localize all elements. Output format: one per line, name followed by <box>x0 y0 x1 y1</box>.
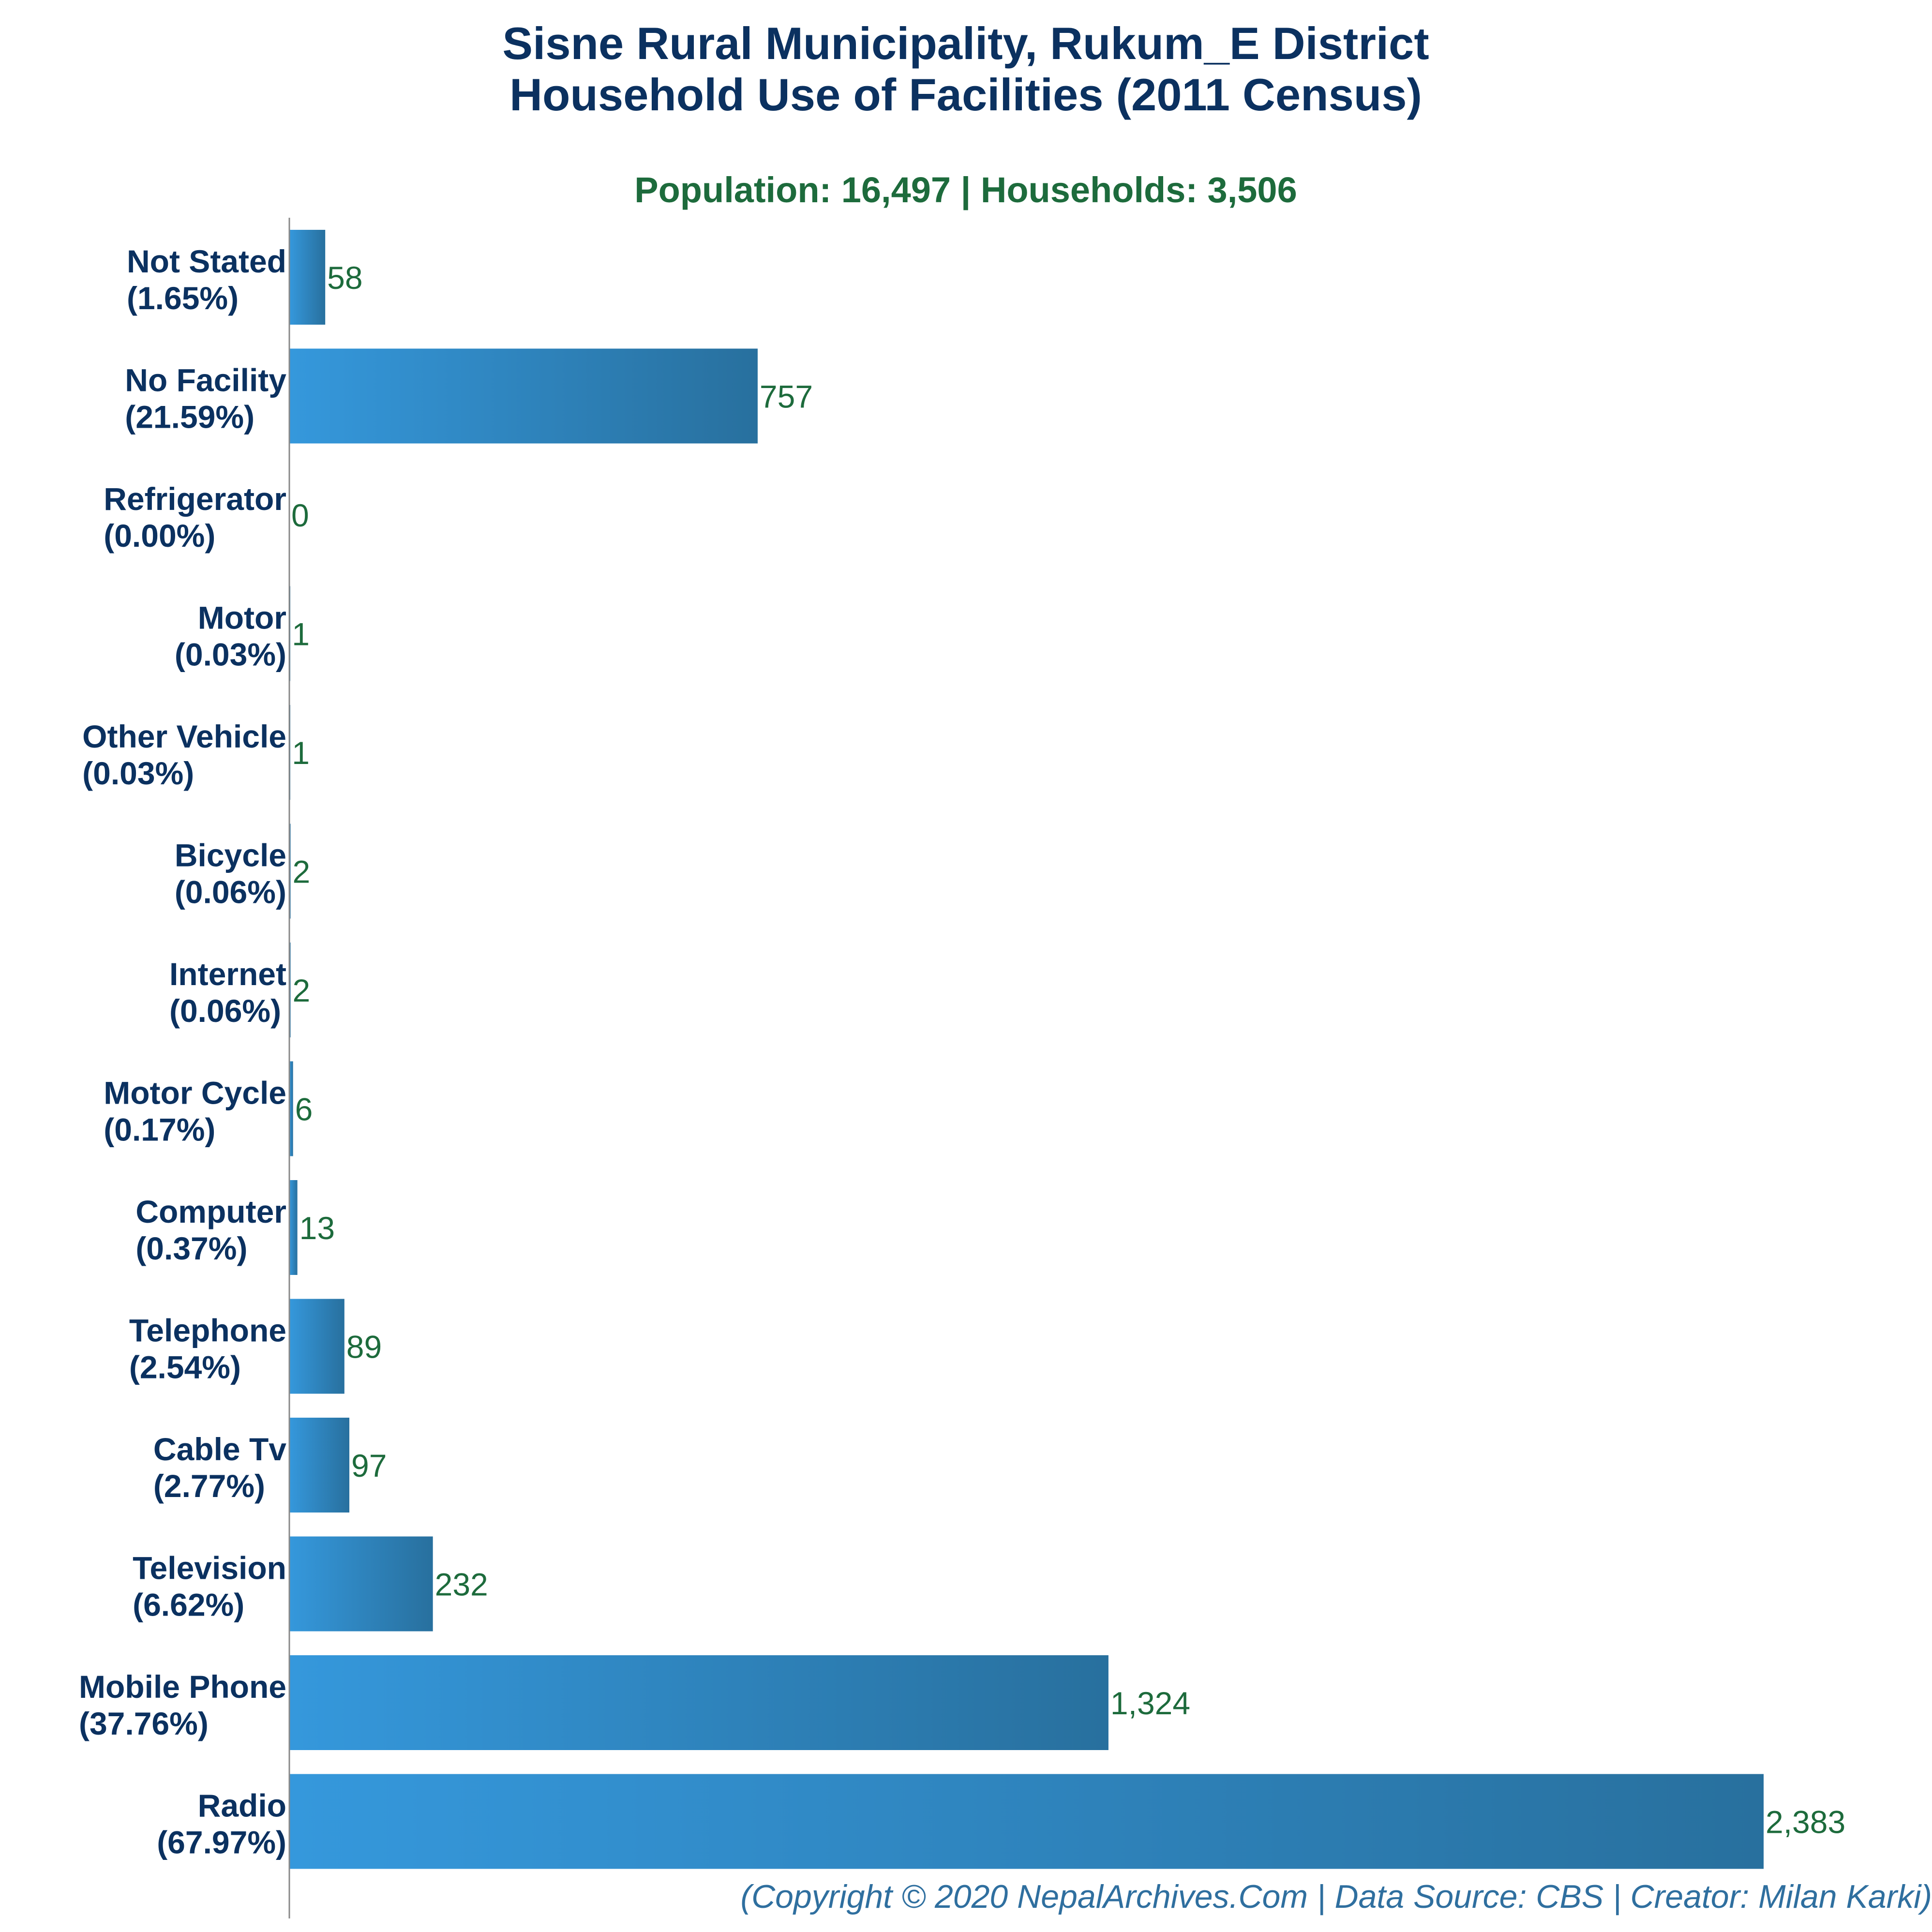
category-label-motor: Motor <box>198 600 286 636</box>
category-label-television: Television <box>133 1550 286 1586</box>
bar-no-facility <box>289 348 758 444</box>
bar-radio <box>289 1774 1764 1869</box>
value-label-internet: 2 <box>293 973 311 1008</box>
value-label-refrigerator: 0 <box>291 497 309 533</box>
bar-not-stated <box>289 230 326 325</box>
bar-cable-tv <box>289 1418 350 1513</box>
category-pct-internet: (0.06%) <box>169 993 281 1029</box>
category-label-mobile-phone: Mobile Phone <box>79 1669 286 1705</box>
category-label-bicycle: Bicycle <box>175 838 286 873</box>
value-label-motor-cycle: 6 <box>295 1092 313 1127</box>
category-pct-cable-tv: (2.77%) <box>153 1468 265 1504</box>
value-label-motor: 1 <box>292 616 310 652</box>
category-label-computer: Computer <box>135 1194 286 1229</box>
category-pct-refrigerator: (0.00%) <box>104 518 215 554</box>
category-label-refrigerator: Refrigerator <box>104 481 286 517</box>
category-label-motor-cycle: Motor Cycle <box>104 1075 286 1111</box>
value-label-not-stated: 58 <box>327 260 362 296</box>
category-label-cable-tv: Cable Tv <box>153 1431 286 1467</box>
category-labels-group: Not Stated(1.65%) No Facility(21.59%) Refr… <box>79 243 286 1860</box>
category-pct-motor-cycle: (0.17%) <box>104 1112 215 1148</box>
value-label-radio: 2,383 <box>1766 1804 1845 1840</box>
bar-computer <box>289 1180 298 1275</box>
category-pct-telephone: (2.54%) <box>129 1349 241 1385</box>
category-pct-other-vehicle: (0.03%) <box>82 755 194 791</box>
category-pct-mobile-phone: (37.76%) <box>79 1706 209 1741</box>
value-label-telephone: 89 <box>346 1329 382 1365</box>
value-label-bicycle: 2 <box>293 854 311 890</box>
value-label-television: 232 <box>435 1567 488 1603</box>
category-pct-computer: (0.37%) <box>135 1230 247 1266</box>
bar-telephone <box>289 1299 344 1394</box>
footer-credit: (Copyright © 2020 NepalArchives.Com | Da… <box>740 1878 1932 1915</box>
category-pct-no-facility: (21.59%) <box>125 399 255 435</box>
category-pct-bicycle: (0.06%) <box>175 874 286 910</box>
category-pct-motor: (0.03%) <box>175 637 286 673</box>
category-label-radio: Radio <box>198 1788 286 1824</box>
category-label-no-facility: No Facility <box>125 362 286 398</box>
category-pct-radio: (67.97%) <box>157 1825 286 1860</box>
value-label-mobile-phone: 1,324 <box>1110 1685 1190 1721</box>
category-label-internet: Internet <box>169 956 286 992</box>
value-label-cable-tv: 97 <box>351 1448 387 1483</box>
value-label-computer: 13 <box>300 1210 335 1246</box>
bars-group <box>289 230 1764 1869</box>
category-label-telephone: Telephone <box>129 1313 286 1348</box>
bar-mobile-phone <box>289 1655 1108 1750</box>
value-labels-group: 58 757 0 1 1 2 2 6 13 89 97 232 1,324 2,383 <box>291 260 1845 1840</box>
category-pct-not-stated: (1.65%) <box>127 280 239 316</box>
chart-title-line-1: Sisne Rural Municipality, Rukum_E Distri… <box>502 18 1429 69</box>
category-label-not-stated: Not Stated <box>127 243 286 279</box>
category-label-other-vehicle: Other Vehicle <box>82 719 286 754</box>
value-label-other-vehicle: 1 <box>292 735 310 771</box>
bar-motor-cycle <box>289 1061 293 1156</box>
chart-subtitle: Population: 16,497 | Households: 3,506 <box>634 170 1297 210</box>
value-label-no-facility: 757 <box>760 379 813 415</box>
category-pct-television: (6.62%) <box>133 1587 244 1623</box>
chart-title-line-2: Household Use of Facilities (2011 Census… <box>509 69 1422 120</box>
bar-television <box>289 1536 433 1632</box>
